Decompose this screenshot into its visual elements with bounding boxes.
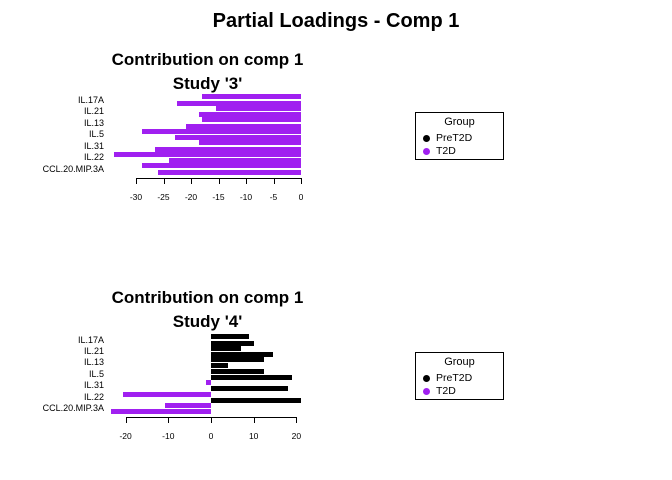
bar: [169, 158, 301, 164]
y-axis-label: IL.22: [83, 152, 104, 162]
legend-study4: Group PreT2D T2D: [415, 352, 504, 400]
x-tick-label: -5: [269, 192, 278, 202]
bar: [211, 386, 288, 392]
x-tick-label: -15: [212, 192, 225, 202]
bar: [211, 363, 229, 369]
bar: [211, 368, 265, 374]
x-tick-label: -30: [129, 192, 143, 202]
bar: [211, 351, 273, 357]
x-tick-mark: [136, 178, 137, 184]
legend-title: Group: [444, 116, 475, 128]
y-axis-label: IL.13: [83, 117, 104, 128]
x-tick-mark: [211, 417, 212, 423]
x-tick-mark: [125, 417, 127, 423]
legend-label-t2d: T2D: [436, 145, 456, 157]
bar: [199, 112, 301, 118]
x-tick-label: -20: [184, 192, 198, 202]
x-tick-mark: [168, 417, 170, 423]
y-axis-label: IL.5: [88, 368, 104, 379]
y-axis-label: IL.13: [83, 357, 104, 368]
chart-title-study3: Contribution on comp 1: [111, 50, 304, 69]
x-tick-label: -25: [157, 192, 170, 202]
bar: [202, 117, 301, 123]
y-axis-label: IL.17A: [77, 94, 104, 105]
x-tick-label: -10: [162, 431, 175, 441]
x-tick-mark: [191, 178, 192, 184]
bar: [211, 345, 241, 351]
legend-title: Group: [444, 356, 475, 368]
x-tick-mark: [163, 178, 165, 184]
bar: [174, 135, 301, 141]
y-axis-label: CCL.20.MIP.3A: [42, 163, 104, 174]
y-axis-label: IL.21: [83, 345, 104, 356]
x-tick-label: 10: [248, 431, 259, 441]
t2d-dot-icon: [423, 387, 430, 395]
x-tick-mark: [253, 417, 255, 423]
bar: [164, 403, 211, 409]
x-tick-label: 0: [208, 431, 214, 441]
bar: [211, 374, 293, 380]
bar: [211, 340, 254, 346]
legend-label-pret2d: PreT2D: [436, 372, 473, 384]
bar: [185, 123, 301, 129]
pret2d-dot-icon: [423, 374, 430, 382]
chart-title-study4: Contribution on comp 1: [111, 288, 304, 307]
bar: [211, 397, 301, 403]
legend-study3: Group PreT2D T2D: [415, 112, 504, 160]
x-tick-mark: [273, 178, 275, 184]
bar: [141, 163, 301, 169]
y-axis-label: IL.22: [83, 391, 104, 402]
chart-subtitle-study4: Study '4': [172, 312, 243, 331]
y-axis-label: IL.31: [83, 140, 104, 151]
bar: [205, 380, 211, 386]
bar: [202, 94, 301, 100]
bar: [114, 151, 301, 157]
pret2d-dot-icon: [423, 134, 430, 142]
bar: [177, 100, 301, 106]
main-title: Partial Loadings - Comp 1: [212, 10, 460, 32]
y-axis-label: CCL.20.MIP.3A: [42, 403, 104, 414]
x-tick-mark: [246, 178, 247, 184]
x-tick-label: -20: [119, 431, 132, 441]
bar: [111, 409, 211, 415]
x-tick-mark: [301, 178, 302, 184]
x-tick-label: 0: [298, 192, 304, 202]
t2d-dot-icon: [423, 147, 430, 155]
bar: [215, 105, 301, 111]
bar: [123, 391, 211, 397]
y-axis-label: IL.31: [83, 380, 104, 391]
y-axis-label: IL.5: [88, 129, 104, 139]
chart-subtitle-study3: Study '3': [172, 74, 243, 93]
x-tick-label: -10: [239, 192, 253, 202]
y-axis-label: IL.21: [83, 106, 104, 116]
bar: [141, 128, 301, 134]
legend-label-t2d: T2D: [436, 385, 456, 397]
y-axis-label: IL.17A: [77, 334, 104, 345]
x-axis-line: [125, 417, 297, 418]
bar: [199, 140, 301, 146]
bar: [211, 334, 250, 340]
x-tick-mark: [218, 178, 220, 184]
legend-label-pret2d: PreT2D: [436, 132, 473, 144]
bar: [211, 357, 265, 363]
x-tick-mark: [296, 417, 298, 423]
bar: [158, 169, 301, 175]
x-tick-label: 20: [291, 431, 302, 441]
bar: [155, 146, 301, 152]
